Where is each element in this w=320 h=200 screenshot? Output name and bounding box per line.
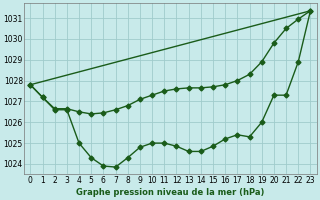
X-axis label: Graphe pression niveau de la mer (hPa): Graphe pression niveau de la mer (hPa) xyxy=(76,188,265,197)
